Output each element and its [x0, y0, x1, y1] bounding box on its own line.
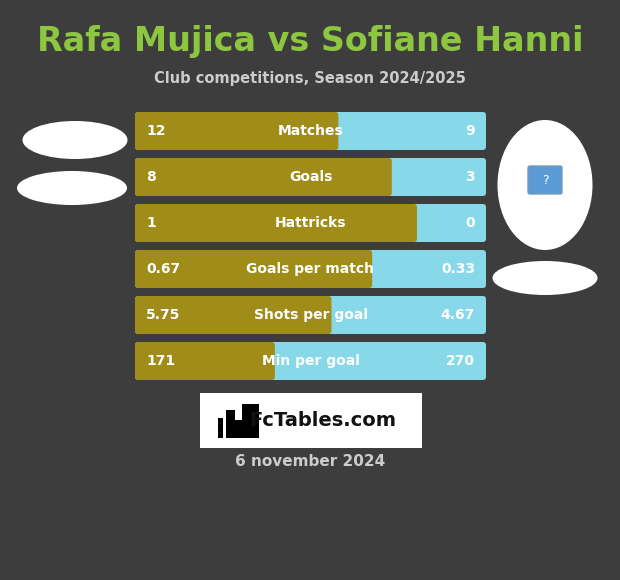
Text: 3: 3 — [466, 170, 475, 184]
FancyBboxPatch shape — [135, 250, 372, 288]
FancyBboxPatch shape — [135, 296, 332, 334]
Text: 6 november 2024: 6 november 2024 — [235, 455, 385, 469]
FancyBboxPatch shape — [135, 112, 486, 150]
Text: 5.75: 5.75 — [146, 308, 180, 322]
Text: Shots per goal: Shots per goal — [254, 308, 368, 322]
Bar — [242, 404, 259, 438]
Text: Matches: Matches — [278, 124, 343, 138]
Ellipse shape — [17, 171, 127, 205]
FancyBboxPatch shape — [135, 112, 339, 150]
Text: ?: ? — [542, 173, 548, 187]
Bar — [218, 418, 223, 438]
FancyBboxPatch shape — [135, 158, 392, 196]
FancyBboxPatch shape — [135, 204, 417, 242]
Ellipse shape — [497, 120, 593, 250]
Text: 171: 171 — [146, 354, 175, 368]
Text: Goals per match: Goals per match — [247, 262, 374, 276]
FancyBboxPatch shape — [135, 158, 486, 196]
FancyBboxPatch shape — [135, 296, 486, 334]
Text: 4.67: 4.67 — [441, 308, 475, 322]
Text: 8: 8 — [146, 170, 156, 184]
Text: 1: 1 — [146, 216, 156, 230]
Text: Min per goal: Min per goal — [262, 354, 360, 368]
Ellipse shape — [22, 121, 128, 159]
Text: 12: 12 — [146, 124, 166, 138]
FancyBboxPatch shape — [200, 393, 422, 448]
Text: Rafa Mujica vs Sofiane Hanni: Rafa Mujica vs Sofiane Hanni — [37, 26, 583, 59]
Text: 0.33: 0.33 — [441, 262, 475, 276]
Text: 9: 9 — [466, 124, 475, 138]
FancyBboxPatch shape — [135, 342, 275, 380]
Ellipse shape — [492, 261, 598, 295]
Bar — [226, 410, 235, 438]
FancyBboxPatch shape — [135, 204, 486, 242]
Text: 270: 270 — [446, 354, 475, 368]
FancyBboxPatch shape — [135, 250, 486, 288]
Bar — [234, 420, 247, 438]
FancyBboxPatch shape — [528, 166, 562, 194]
Text: 0.67: 0.67 — [146, 262, 180, 276]
Text: Goals: Goals — [289, 170, 332, 184]
Text: Hattricks: Hattricks — [275, 216, 346, 230]
Text: 0: 0 — [466, 216, 475, 230]
Text: FcTables.com: FcTables.com — [249, 411, 397, 430]
Text: Club competitions, Season 2024/2025: Club competitions, Season 2024/2025 — [154, 71, 466, 85]
FancyBboxPatch shape — [135, 342, 486, 380]
